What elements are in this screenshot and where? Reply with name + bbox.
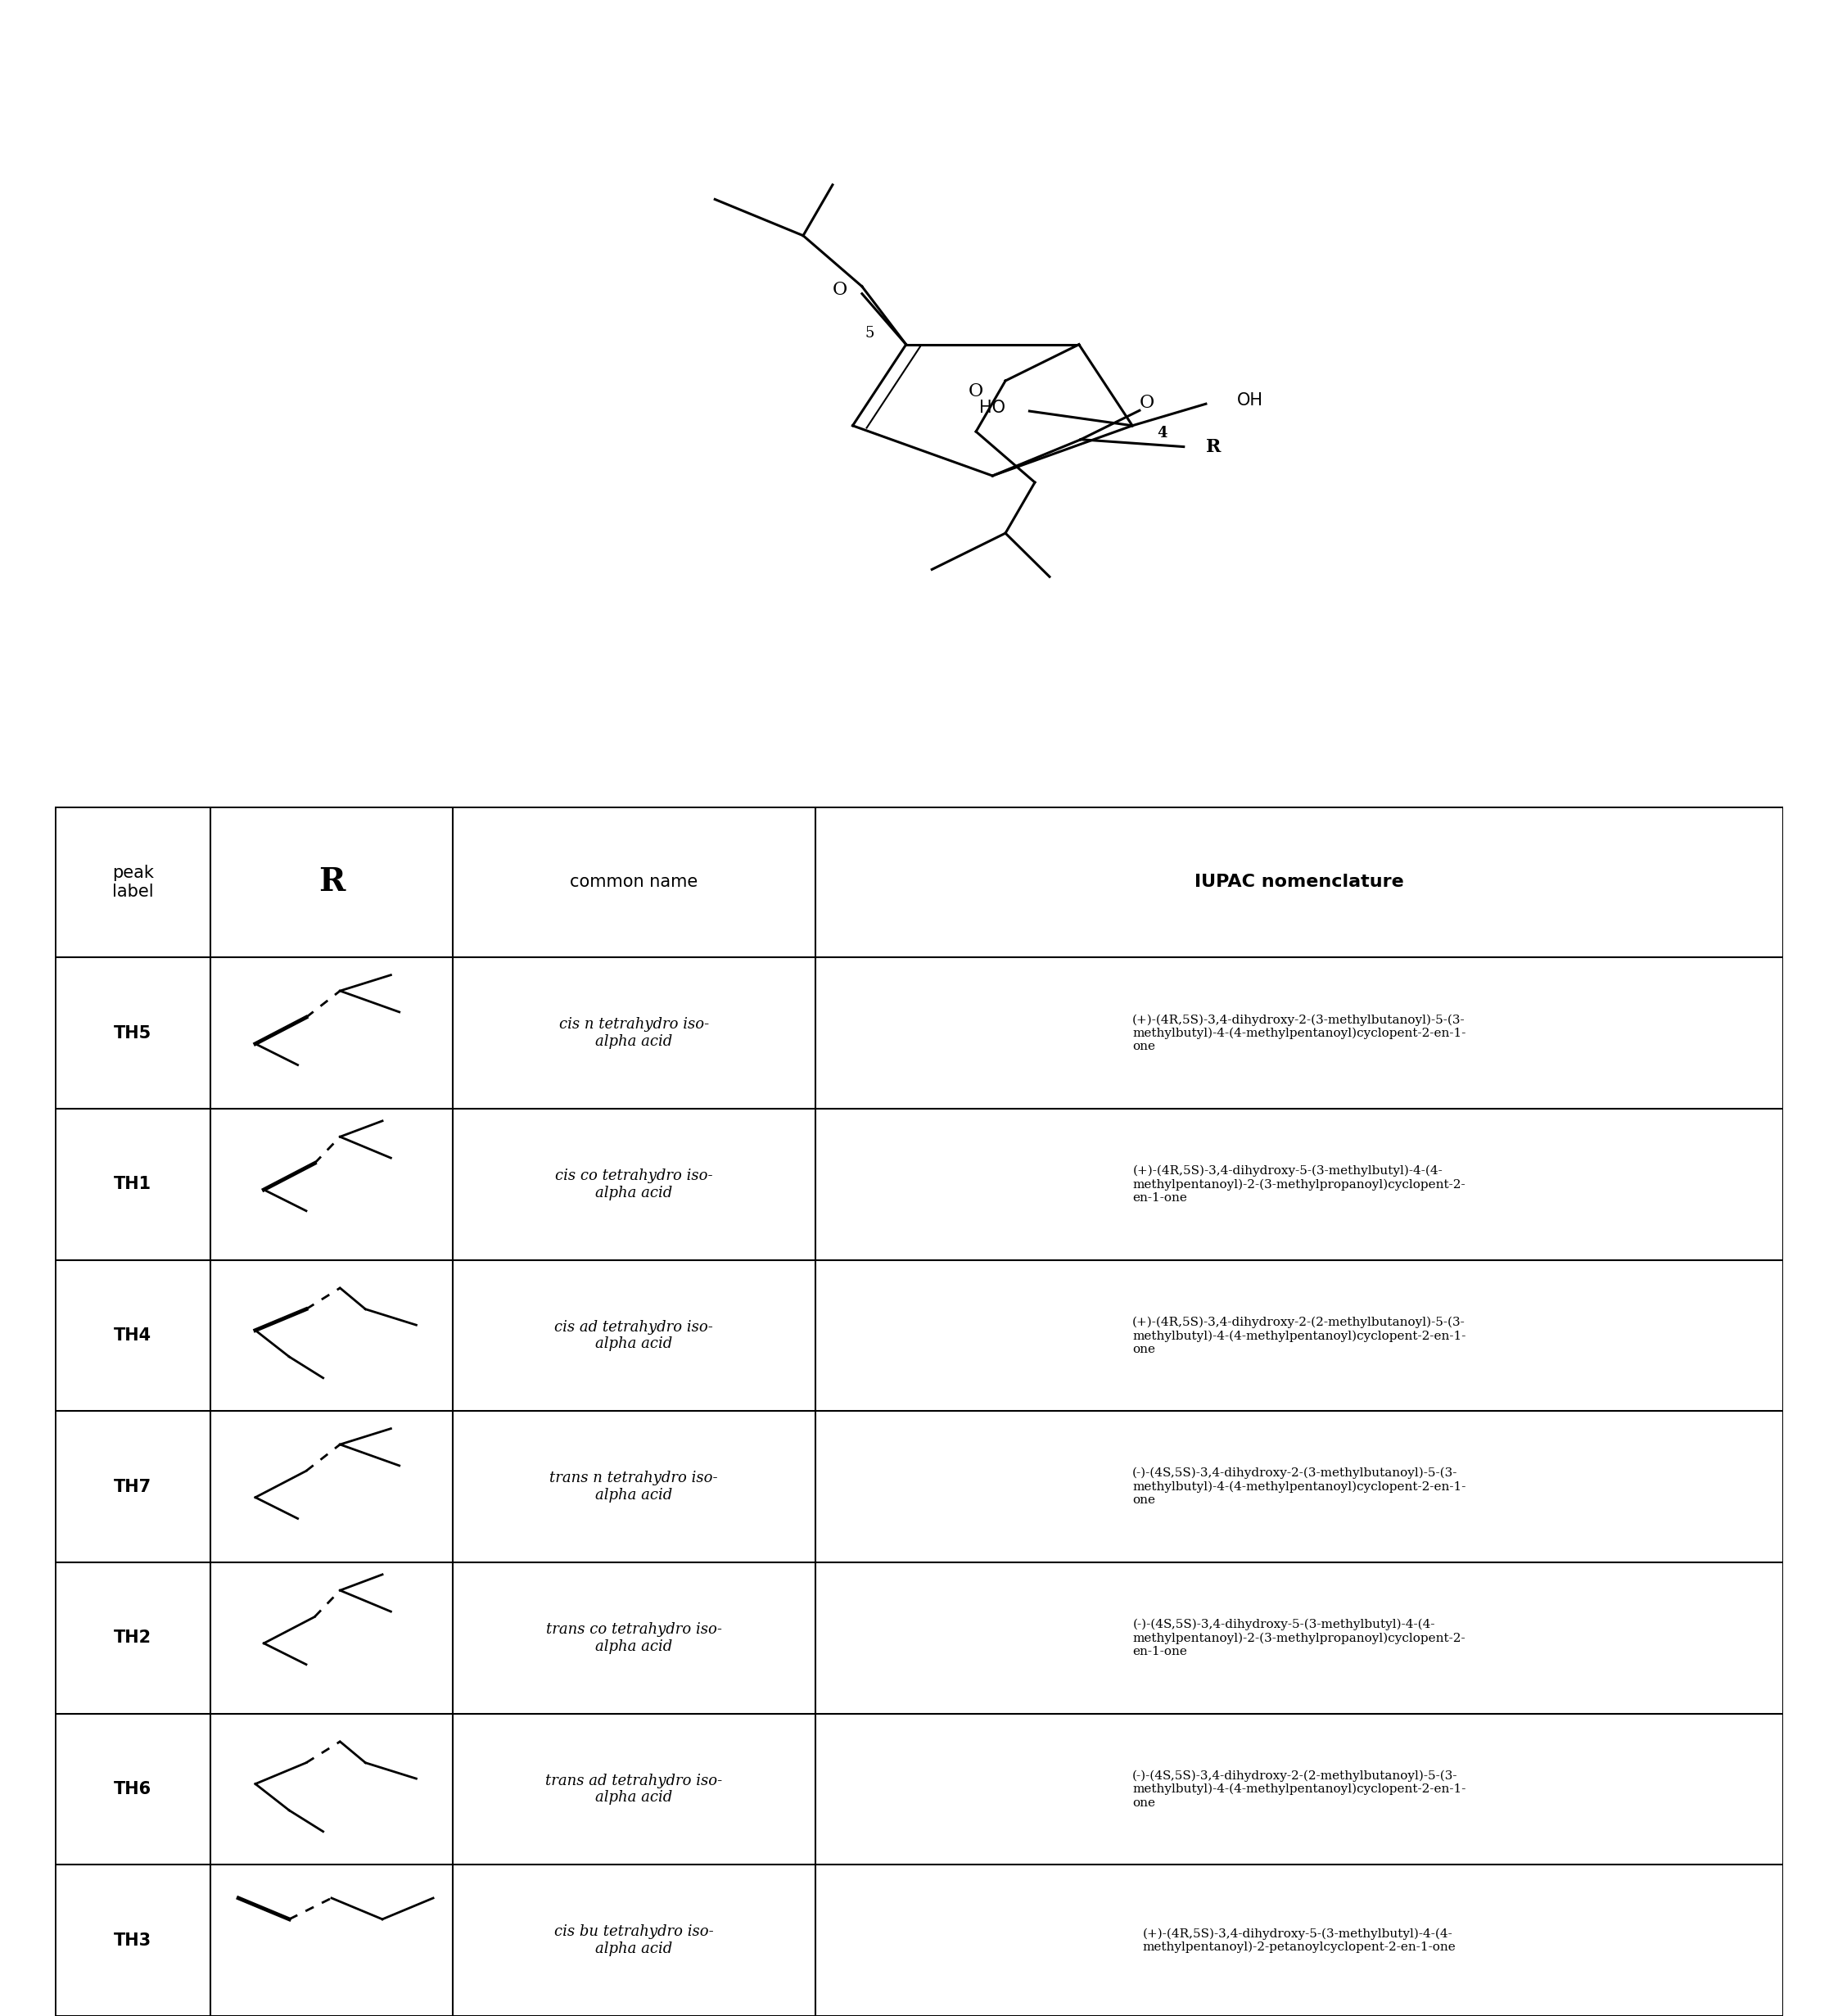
- Text: TH3: TH3: [114, 1931, 153, 1949]
- Text: cis bu tetrahydro iso-
alpha acid: cis bu tetrahydro iso- alpha acid: [555, 1925, 713, 1956]
- Text: (+)-(4R,5S)-3,4-dihydroxy-5-(3-methylbutyl)-4-(4-
methylpentanoyl)-2-petanoylcyc: (+)-(4R,5S)-3,4-dihydroxy-5-(3-methylbut…: [1143, 1927, 1456, 1954]
- Text: (-)-(4S,5S)-3,4-dihydroxy-5-(3-methylbutyl)-4-(4-
methylpentanoyl)-2-(3-methylpr: (-)-(4S,5S)-3,4-dihydroxy-5-(3-methylbut…: [1132, 1619, 1465, 1657]
- Text: O: O: [833, 280, 847, 298]
- Text: O: O: [969, 383, 983, 401]
- Text: TH5: TH5: [114, 1024, 153, 1042]
- Text: TH4: TH4: [114, 1327, 153, 1345]
- Text: common name: common name: [570, 873, 698, 891]
- Text: peak
label: peak label: [112, 865, 154, 899]
- Text: (+)-(4R,5S)-3,4-dihydroxy-5-(3-methylbutyl)-4-(4-
methylpentanoyl)-2-(3-methylpr: (+)-(4R,5S)-3,4-dihydroxy-5-(3-methylbut…: [1132, 1165, 1465, 1204]
- Text: (+)-(4R,5S)-3,4-dihydroxy-2-(3-methylbutanoyl)-5-(3-
methylbutyl)-4-(4-methylpen: (+)-(4R,5S)-3,4-dihydroxy-2-(3-methylbut…: [1132, 1014, 1467, 1052]
- Text: cis n tetrahydro iso-
alpha acid: cis n tetrahydro iso- alpha acid: [559, 1018, 709, 1048]
- Text: OH: OH: [1237, 391, 1263, 409]
- Text: (+)-(4R,5S)-3,4-dihydroxy-2-(2-methylbutanoyl)-5-(3-
methylbutyl)-4-(4-methylpen: (+)-(4R,5S)-3,4-dihydroxy-2-(2-methylbut…: [1132, 1316, 1467, 1355]
- Text: 5: 5: [864, 327, 875, 341]
- Text: TH1: TH1: [114, 1175, 153, 1193]
- Text: HO: HO: [980, 399, 1005, 415]
- Text: O: O: [1140, 395, 1154, 411]
- Text: trans n tetrahydro iso-
alpha acid: trans n tetrahydro iso- alpha acid: [550, 1472, 719, 1502]
- Text: TH7: TH7: [114, 1478, 153, 1496]
- Text: TH6: TH6: [114, 1780, 153, 1798]
- Text: R: R: [1206, 437, 1220, 456]
- Text: IUPAC nomenclature: IUPAC nomenclature: [1195, 873, 1404, 891]
- Text: trans ad tetrahydro iso-
alpha acid: trans ad tetrahydro iso- alpha acid: [546, 1774, 722, 1804]
- Text: TH2: TH2: [114, 1629, 153, 1647]
- Text: cis co tetrahydro iso-
alpha acid: cis co tetrahydro iso- alpha acid: [555, 1169, 713, 1200]
- Text: (-)-(4S,5S)-3,4-dihydroxy-2-(2-methylbutanoyl)-5-(3-
methylbutyl)-4-(4-methylpen: (-)-(4S,5S)-3,4-dihydroxy-2-(2-methylbut…: [1132, 1770, 1467, 1808]
- Text: trans co tetrahydro iso-
alpha acid: trans co tetrahydro iso- alpha acid: [546, 1623, 722, 1653]
- Text: R: R: [318, 867, 346, 897]
- Text: 4: 4: [1156, 425, 1167, 439]
- Text: cis ad tetrahydro iso-
alpha acid: cis ad tetrahydro iso- alpha acid: [555, 1320, 713, 1351]
- Text: (-)-(4S,5S)-3,4-dihydroxy-2-(3-methylbutanoyl)-5-(3-
methylbutyl)-4-(4-methylpen: (-)-(4S,5S)-3,4-dihydroxy-2-(3-methylbut…: [1132, 1468, 1467, 1506]
